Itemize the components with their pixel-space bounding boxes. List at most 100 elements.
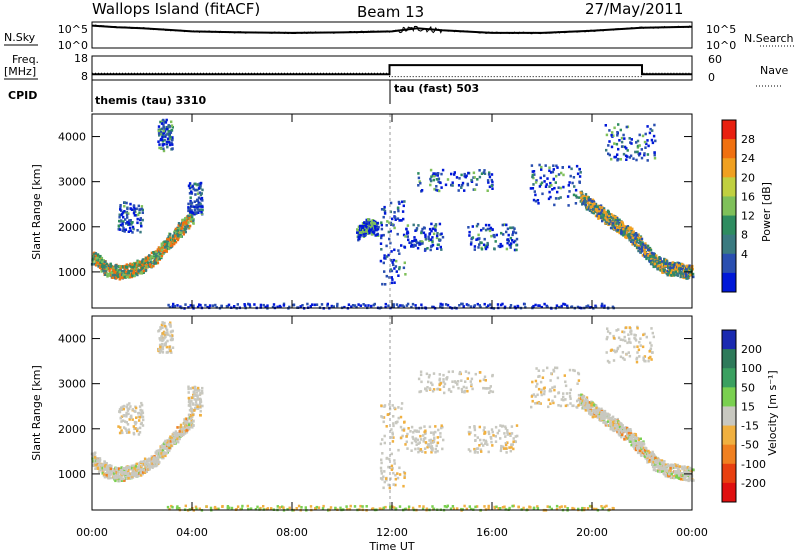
heatmap-cell (190, 396, 194, 400)
heatmap-cell (169, 325, 172, 328)
heatmap-cell (677, 470, 681, 473)
heatmap-cell (555, 304, 559, 307)
heatmap-cell (166, 339, 169, 343)
heatmap-cell (675, 263, 678, 267)
heatmap-cell (192, 419, 195, 423)
heatmap-cell (373, 231, 376, 234)
heatmap-cell (171, 305, 174, 308)
heatmap-cell (607, 416, 610, 420)
heatmap-cell (654, 461, 658, 465)
heatmap-cell (199, 186, 202, 190)
heatmap-cell (208, 304, 212, 307)
heatmap-cell (548, 169, 551, 172)
heatmap-cell (198, 403, 201, 407)
heatmap-cell (470, 178, 473, 182)
heatmap-cell (155, 449, 158, 453)
heatmap-cell (389, 241, 392, 245)
heatmap-cell (162, 147, 165, 151)
heatmap-cell (240, 507, 243, 511)
heatmap-cell (122, 407, 125, 411)
heatmap-cell (511, 226, 514, 230)
heatmap-cell (259, 303, 263, 307)
heatmap-cell (589, 406, 592, 409)
heatmap-cell (522, 506, 525, 510)
heatmap-cell (380, 223, 383, 227)
heatmap-cell (435, 236, 439, 240)
heatmap-cell (628, 137, 631, 140)
heatmap-cell (646, 458, 649, 461)
heatmap-cell (110, 470, 113, 473)
heatmap-cell (510, 432, 514, 435)
heatmap-cell (632, 443, 635, 446)
heatmap-cell (611, 423, 614, 426)
heatmap-cell (515, 248, 518, 252)
heatmap-cell (661, 265, 664, 269)
heatmap-cell (585, 305, 588, 308)
heatmap-cell (431, 227, 435, 231)
heatmap-cell (119, 468, 122, 472)
heatmap-cell (637, 241, 641, 245)
heatmap-cell (509, 246, 512, 249)
heatmap-cell (643, 455, 647, 458)
heatmap-cell (166, 350, 169, 354)
heatmap-cell (517, 505, 520, 509)
heatmap-cell (170, 437, 173, 440)
heatmap-cell (632, 445, 635, 448)
heatmap-cell (618, 425, 622, 429)
heatmap-cell (637, 449, 640, 452)
heatmap-cell (428, 227, 432, 231)
heatmap-cell (306, 302, 309, 306)
heatmap-cell (560, 505, 563, 508)
heatmap-cell (621, 231, 624, 235)
heatmap-cell (96, 257, 99, 260)
heatmap-cell (164, 335, 167, 339)
heatmap-cell (117, 224, 120, 228)
heatmap-cell (127, 428, 131, 431)
heatmap-cell (118, 410, 122, 414)
heatmap-cell (405, 435, 408, 438)
heatmap-cell (157, 140, 160, 143)
heatmap-cell (209, 506, 213, 510)
heatmap-cell (136, 217, 139, 221)
heatmap-cell (673, 474, 676, 478)
cpid-mode-2: tau (fast) 503 (394, 82, 479, 95)
heatmap-cell (414, 447, 417, 451)
heatmap-cell (123, 479, 126, 482)
heatmap-cell (343, 305, 346, 309)
heatmap-cell (676, 261, 679, 265)
heatmap-cell (132, 269, 136, 272)
heatmap-cell (618, 431, 622, 435)
heatmap-cell (465, 303, 469, 306)
heatmap-cell (607, 152, 610, 156)
heatmap-cell (109, 262, 112, 266)
heatmap-cell (364, 304, 367, 307)
heatmap-cell (175, 439, 179, 443)
heatmap-cell (127, 230, 130, 233)
heatmap-cell (189, 304, 192, 307)
heatmap-cell (430, 222, 433, 226)
heatmap-cell (569, 174, 572, 178)
heatmap-cell (669, 261, 672, 265)
heatmap-cell (499, 242, 502, 246)
heatmap-cell (127, 212, 130, 215)
heatmap-cell (624, 225, 627, 228)
heatmap-cell (187, 209, 190, 213)
heatmap-cell (663, 467, 667, 471)
heatmap-cell (440, 186, 443, 189)
heatmap-cell (605, 220, 608, 224)
heatmap-cell (580, 401, 584, 405)
heatmap-cell (664, 470, 667, 473)
heatmap-cell (566, 195, 570, 198)
heatmap-cell (443, 505, 447, 508)
heatmap-cell (121, 479, 124, 482)
heatmap-cell (140, 271, 143, 274)
heatmap-cell (387, 253, 390, 257)
heatmap-cell (266, 304, 269, 307)
heatmap-cell (492, 233, 495, 237)
heatmap-cell (356, 228, 360, 232)
heatmap-cell (589, 202, 593, 206)
heatmap-cell (114, 470, 117, 474)
heatmap-cell (689, 273, 692, 277)
heatmap-cell (247, 508, 250, 511)
heatmap-cell (97, 460, 101, 464)
